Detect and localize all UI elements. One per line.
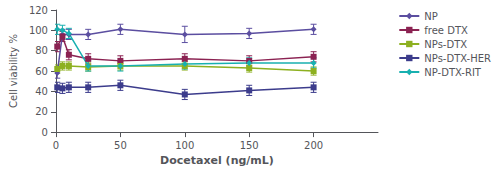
svg-text:60: 60 bbox=[35, 66, 48, 77]
svg-text:150: 150 bbox=[240, 140, 259, 151]
svg-text:Docetaxel (ng/mL): Docetaxel (ng/mL) bbox=[160, 154, 274, 167]
svg-text:free DTX: free DTX bbox=[424, 25, 468, 36]
svg-text:0: 0 bbox=[42, 127, 48, 138]
svg-text:Cell viability %: Cell viability % bbox=[8, 34, 19, 108]
svg-text:NP: NP bbox=[424, 11, 438, 22]
svg-text:80: 80 bbox=[35, 45, 48, 56]
svg-text:NPs-DTX: NPs-DTX bbox=[424, 39, 467, 50]
svg-text:120: 120 bbox=[29, 5, 48, 16]
svg-text:20: 20 bbox=[35, 106, 48, 117]
svg-text:NP-DTX-RIT: NP-DTX-RIT bbox=[424, 67, 482, 78]
svg-text:0: 0 bbox=[53, 140, 59, 151]
svg-text:40: 40 bbox=[35, 86, 48, 97]
svg-text:100: 100 bbox=[175, 140, 194, 151]
svg-text:NPs-DTX-HER: NPs-DTX-HER bbox=[424, 53, 491, 64]
svg-text:50: 50 bbox=[114, 140, 127, 151]
svg-text:200: 200 bbox=[304, 140, 323, 151]
svg-text:100: 100 bbox=[29, 25, 48, 36]
